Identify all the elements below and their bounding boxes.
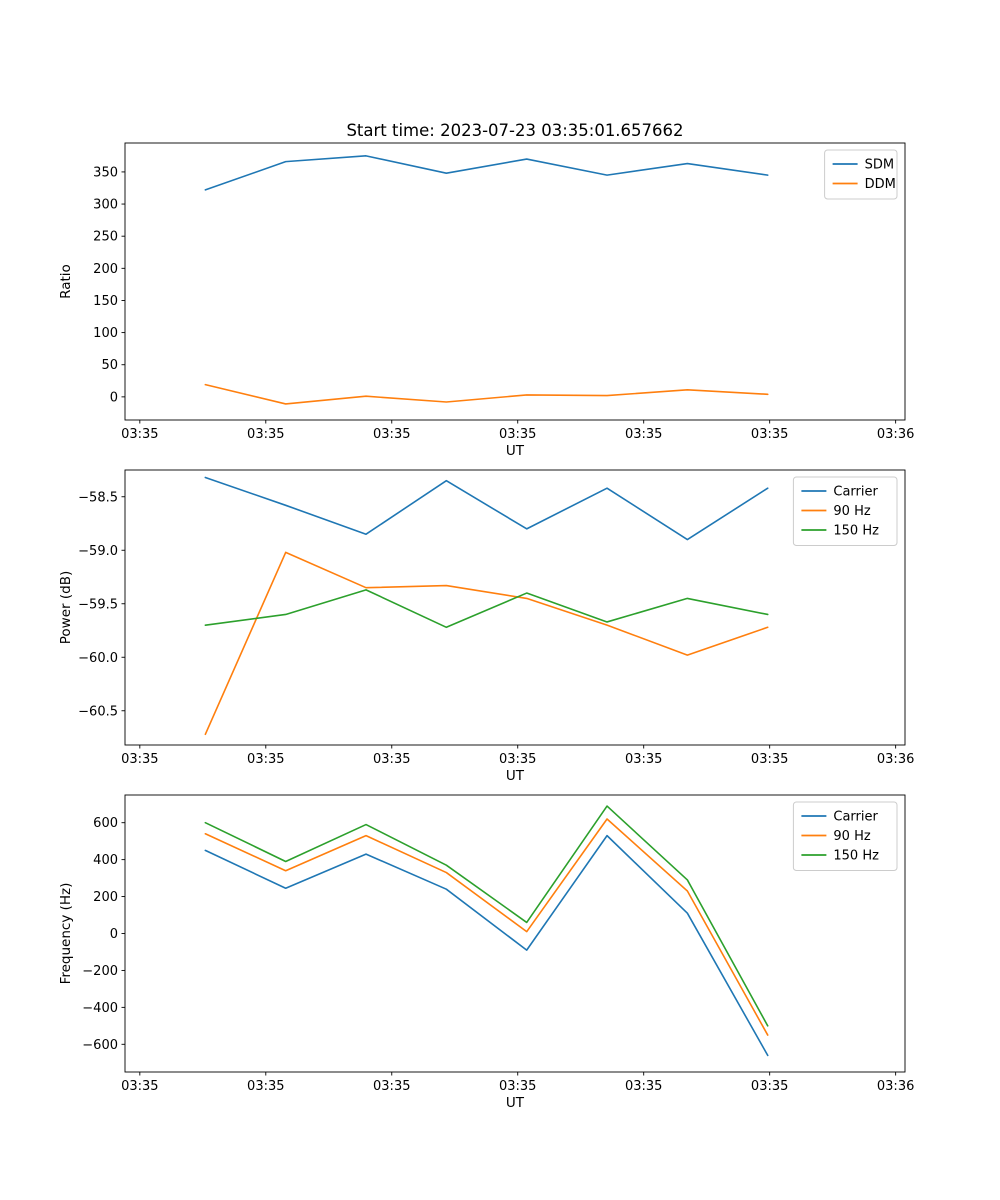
chart-power-db: −60.5 −60.0 −59.5 −59.0 −58.5 03:35 03:35 03:35… <box>58 469 914 784</box>
y-tick-label: 200 <box>93 890 118 905</box>
series-line-90-hz <box>204 818 769 1036</box>
y-axis-label: Frequency (Hz) <box>58 883 74 985</box>
y-axis-label: Ratio <box>58 264 74 299</box>
y-tick-label: 350 <box>93 165 118 180</box>
y-tick-label: 200 <box>93 262 118 277</box>
x-tick-label: 03:36 <box>877 427 914 442</box>
chart-ratio: 0 50 100 150 200 250 300 350 03:35 03:35 03:35 03:3… <box>58 142 914 459</box>
x-tick-label: 03:35 <box>499 1079 536 1094</box>
legend-box <box>792 476 898 546</box>
legend-label: Carrier <box>833 485 878 500</box>
x-tick-label: 03:35 <box>373 427 410 442</box>
x-axis-label: UT <box>506 443 525 459</box>
series-line-carrier <box>204 476 769 541</box>
legend-label: SDM <box>865 158 894 173</box>
x-tick-label: 03:35 <box>751 427 788 442</box>
charts-root: 0 50 100 150 200 250 300 350 03:35 03:35 03:35 03:3… <box>58 142 914 1111</box>
x-tick-label: 03:35 <box>625 752 662 767</box>
series-line-150-hz <box>204 589 769 629</box>
x-tick-label: 03:35 <box>499 427 536 442</box>
x-tick-label: 03:35 <box>247 427 284 442</box>
axes-frame <box>124 794 906 1073</box>
y-tick-label: −200 <box>82 964 118 979</box>
x-tick-label: 03:35 <box>625 1079 662 1094</box>
axes-frame <box>124 142 906 421</box>
chart-frequency-hz: −600 −400 −200 0 200 400 600 03:35 03:35 03:35 03:… <box>58 794 914 1111</box>
x-tick-label: 03:35 <box>373 1079 410 1094</box>
legend-label: 90 Hz <box>833 504 870 519</box>
series-line-90-hz <box>204 551 769 736</box>
x-tick-label: 03:35 <box>751 1079 788 1094</box>
series-line-150-hz <box>204 805 769 1027</box>
y-tick-label: 250 <box>93 230 118 245</box>
y-tick-label: 400 <box>93 853 118 868</box>
y-tick-label: 100 <box>93 326 118 341</box>
legend-label: 90 Hz <box>833 829 870 844</box>
x-tick-label: 03:35 <box>751 752 788 767</box>
legend-box <box>792 801 898 871</box>
series-line-ddm <box>204 383 769 405</box>
y-tick-label: −60.5 <box>78 704 118 719</box>
y-tick-label: 300 <box>93 198 118 213</box>
y-tick-label: 150 <box>93 294 118 309</box>
x-tick-label: 03:35 <box>499 752 536 767</box>
series-line-carrier <box>204 834 769 1057</box>
x-tick-label: 03:35 <box>121 427 158 442</box>
legend: SDM DDM <box>824 149 898 200</box>
y-tick-label: −59.5 <box>78 597 118 612</box>
y-tick-label: −400 <box>82 1001 118 1016</box>
x-axis-label: UT <box>506 768 525 784</box>
y-tick-label: −60.0 <box>78 651 118 666</box>
series-line-sdm <box>204 155 769 191</box>
x-tick-label: 03:35 <box>625 427 662 442</box>
x-tick-label: 03:35 <box>247 752 284 767</box>
x-tick-label: 03:35 <box>121 752 158 767</box>
legend: Carrier 90 Hz 150 Hz <box>792 476 898 546</box>
legend-label: DDM <box>865 177 896 192</box>
x-tick-label: 03:36 <box>877 1079 914 1094</box>
legend-label: Carrier <box>833 810 878 825</box>
figure-title: Start time: 2023-07-23 03:35:01.657662 <box>346 121 683 140</box>
x-tick-label: 03:35 <box>121 1079 158 1094</box>
legend-label: 150 Hz <box>833 849 879 864</box>
y-tick-label: 600 <box>93 816 118 831</box>
y-tick-label: −600 <box>82 1038 118 1053</box>
y-tick-label: −59.0 <box>78 544 118 559</box>
axes-frame <box>124 469 906 746</box>
legend-box <box>824 149 898 200</box>
y-tick-label: 0 <box>110 390 118 405</box>
y-tick-label: 50 <box>101 358 118 373</box>
y-tick-label: 0 <box>110 927 118 942</box>
legend: Carrier 90 Hz 150 Hz <box>792 801 898 871</box>
x-axis-label: UT <box>506 1095 525 1111</box>
x-tick-label: 03:35 <box>373 752 410 767</box>
legend-label: 150 Hz <box>833 524 879 539</box>
y-tick-label: −58.5 <box>78 490 118 505</box>
x-tick-label: 03:36 <box>877 752 914 767</box>
x-tick-label: 03:35 <box>247 1079 284 1094</box>
y-axis-label: Power (dB) <box>58 571 74 644</box>
